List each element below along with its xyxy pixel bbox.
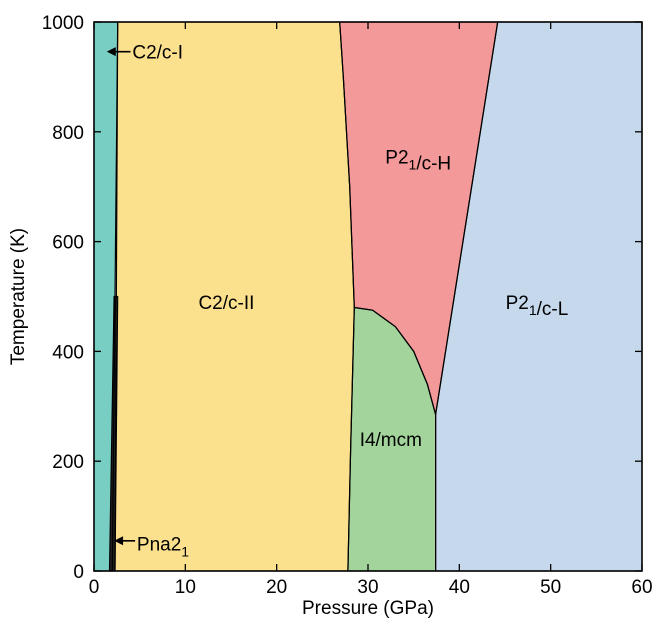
y-tick-label: 0 — [73, 562, 84, 583]
annotation-arrow-head — [106, 47, 116, 57]
y-tick-label: 1000 — [42, 13, 84, 34]
y-tick-label: 400 — [52, 342, 84, 363]
x-tick-label: 30 — [357, 577, 378, 598]
y-tick-label: 800 — [52, 123, 84, 144]
y-tick-label: 600 — [52, 233, 84, 254]
annotation-arrows — [106, 47, 136, 546]
x-tick-label: 50 — [540, 577, 561, 598]
annotation-arrow-head — [114, 536, 124, 546]
y-axis-title: Temperature (K) — [8, 228, 29, 365]
x-tick-label: 40 — [449, 577, 470, 598]
x-tick-label: 20 — [266, 577, 287, 598]
phase-label-c2-c-i: C2/c-I — [132, 43, 183, 64]
phase-label-pna21: Pna21 — [137, 535, 189, 560]
phase-region-c2-c-ii — [115, 22, 355, 571]
x-tick-label: 60 — [631, 577, 652, 598]
x-tick-label: 10 — [175, 577, 196, 598]
phase-label-i4-mcm: I4/mcm — [360, 430, 422, 451]
phase-region-p2-1-c-h — [339, 22, 498, 415]
x-axis-title: Pressure (GPa) — [302, 598, 434, 619]
phase-label-p21-c-h: P21/c-H — [385, 148, 451, 175]
phase-regions — [94, 22, 642, 571]
phase-labels: C2/c-II I4/mcm P21/c-L P21/c-H C2/c-I Pna21 — [132, 43, 568, 560]
phase-region-i4-mcm — [347, 307, 436, 571]
phase-region-p2-1-c-l — [435, 22, 642, 571]
x-tick-label: 0 — [89, 577, 100, 598]
y-tick-label: 200 — [52, 452, 84, 473]
phase-label-c2-c-ii: C2/c-II — [198, 293, 254, 314]
phase-label-p21-c-l: P21/c-L — [506, 293, 569, 320]
